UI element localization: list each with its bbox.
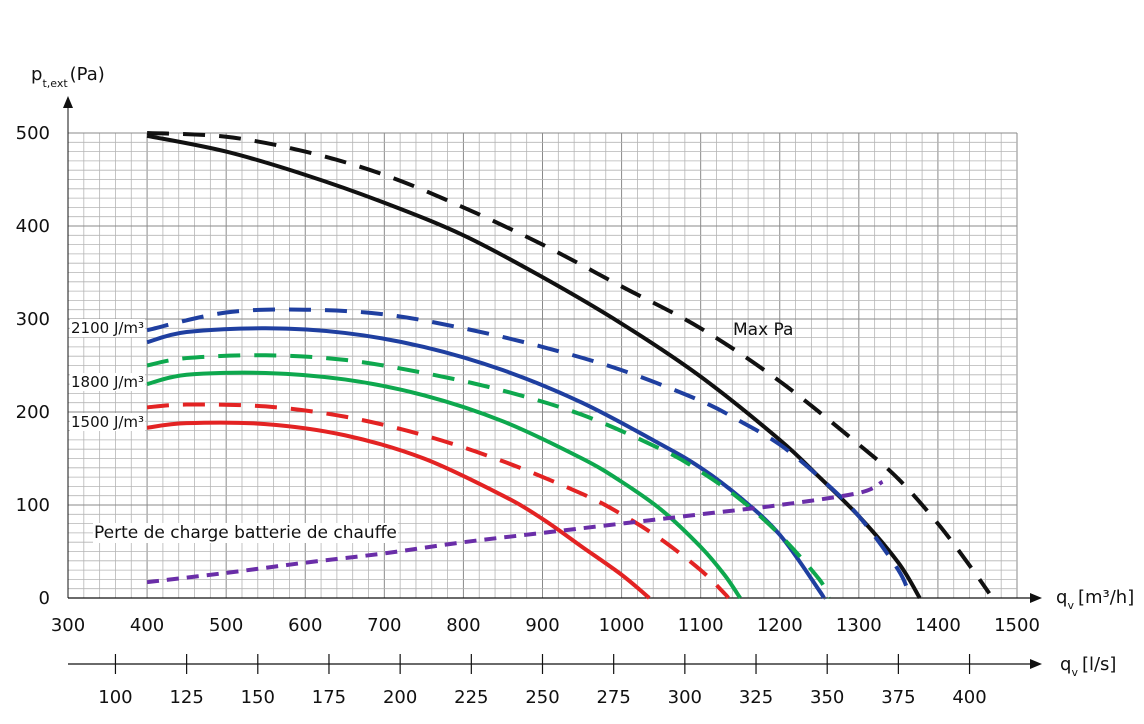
annotations: Max Pa 2100 J/m³ 1800 J/m³ 1500 J/m³ Perte d… — [70, 319, 793, 543]
x-tick-label: 700 — [367, 615, 401, 636]
y-tick-label: 400 — [16, 216, 50, 237]
x2-tick-label: 350 — [810, 687, 844, 708]
x2-tick-label: 175 — [312, 687, 346, 708]
y-tick-label: 100 — [16, 495, 50, 516]
y-tick-label: 500 — [16, 123, 50, 144]
x2-axis-label: qv [l/s] — [1060, 654, 1116, 679]
x2-tick-label: 400 — [952, 687, 986, 708]
series-line-1500-j-m--dashed — [146, 402, 730, 600]
x2-axis-arrow — [1030, 659, 1042, 669]
series-group — [146, 131, 991, 600]
annotation-background — [70, 319, 146, 337]
annotation-label: 1800 J/m³ — [71, 373, 144, 391]
x2-tick-label: 300 — [668, 687, 702, 708]
x2-tick-label: 325 — [739, 687, 773, 708]
x2-tick-label: 250 — [525, 687, 559, 708]
x-tick-label: 400 — [130, 615, 164, 636]
x-tick-label: 1500 — [994, 615, 1040, 636]
annotation-background — [93, 523, 398, 543]
x-tick-label: 500 — [209, 615, 243, 636]
x2-tick-label: 200 — [383, 687, 417, 708]
x-tick-label: 800 — [446, 615, 480, 636]
x-axis-arrow — [1030, 593, 1042, 603]
x-tick-label: 1300 — [836, 615, 882, 636]
series-line-1800-j-m--dashed — [146, 353, 831, 599]
y-axis-arrow — [63, 96, 73, 108]
x-tick-label: 600 — [288, 615, 322, 636]
x-tick-label: 1400 — [915, 615, 961, 636]
x-tick-label: 1100 — [678, 615, 724, 636]
series-line-1800-j-m--solid — [146, 370, 742, 600]
y-tick-label: 300 — [16, 309, 50, 330]
series-line-1500-j-m--solid — [146, 420, 651, 600]
x-axis-label: qv [m³/h] — [1056, 587, 1134, 612]
x2-tick-label: 100 — [98, 687, 132, 708]
x2-tick-label: 375 — [881, 687, 915, 708]
y-tick-label: 0 — [39, 588, 50, 609]
x-tick-label: 1000 — [599, 615, 645, 636]
series-line-max-pa-solid — [146, 133, 922, 600]
x-tick-label: 900 — [525, 615, 559, 636]
annotation-background — [70, 413, 146, 431]
y-axis-label: pt,ext (Pa) — [31, 64, 105, 90]
axes: 0 100 200 300 400 500 pt,ext (Pa) 300 400 500 600 70… — [16, 64, 1135, 708]
annotation-label: 2100 J/m³ — [71, 319, 144, 337]
annotation-background — [70, 373, 146, 391]
series-line-max-pa-dashed — [146, 131, 991, 595]
series-line-2100-j-m--dashed — [146, 307, 913, 599]
x-tick-label: 300 — [51, 615, 85, 636]
x2-tick-label: 275 — [596, 687, 630, 708]
annotation-label: Perte de charge batterie de chauffe — [94, 523, 397, 543]
annotation-label: 1500 J/m³ — [71, 413, 144, 431]
x-tick-label: 1200 — [757, 615, 803, 636]
y-tick-label: 200 — [16, 402, 50, 423]
x2-tick-label: 125 — [169, 687, 203, 708]
series-line-2100-j-m--solid — [146, 326, 826, 600]
x2-tick-label: 150 — [241, 687, 275, 708]
annotation-label: Max Pa — [733, 320, 793, 340]
x2-tick-label: 225 — [454, 687, 488, 708]
